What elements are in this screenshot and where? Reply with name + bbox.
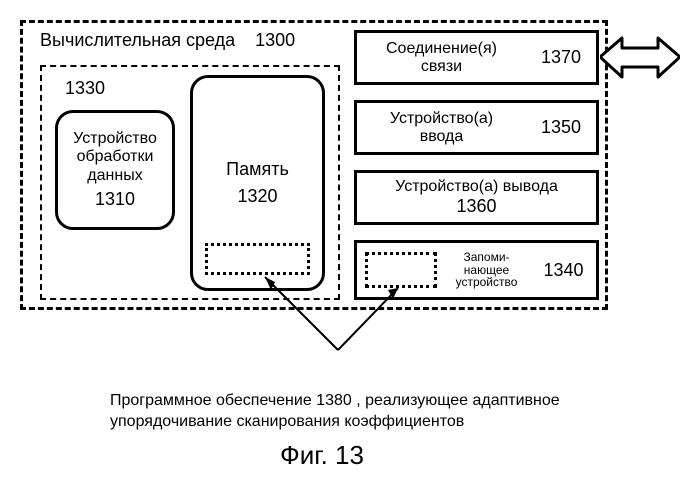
core-group-num: 1330: [65, 78, 105, 99]
input-num-text: 1350: [541, 117, 581, 137]
figure-caption: Фиг. 13: [280, 440, 364, 471]
input-device-box: Устройство(а) ввода 1350: [354, 100, 599, 155]
storage-software-slot: [365, 252, 437, 288]
connection-label: Соединение(я) связи: [357, 40, 526, 75]
software-caption: Программное обеспечение 1380 , реализующ…: [110, 370, 560, 432]
processing-unit-label: Устройство обработки данных: [73, 130, 157, 185]
processing-unit-label-text: Устройство обработки данных: [73, 130, 157, 184]
output-num: 1360: [456, 196, 496, 217]
input-num: 1350: [526, 117, 596, 138]
memory-num-text: 1320: [237, 186, 277, 206]
output-device-box: Устройство(а) вывода 1360: [354, 170, 599, 225]
output-label-text: Устройство(а) вывода: [395, 178, 558, 195]
output-num-text: 1360: [456, 196, 496, 216]
connection-box: Соединение(я) связи 1370: [354, 30, 599, 85]
connection-label-text: Соединение(я) связи: [386, 40, 497, 75]
figure-caption-text: Фиг. 13: [280, 440, 364, 470]
storage-num: 1340: [531, 260, 596, 281]
memory-num: 1320: [237, 186, 277, 207]
processing-unit-box: Устройство обработки данных 1310: [55, 110, 175, 230]
env-title: Вычислительная среда 1300: [40, 30, 295, 51]
env-title-num: 1300: [255, 30, 295, 50]
storage-label: Запоми- нающее устройство: [442, 251, 531, 289]
input-label-text: Устройство(а) ввода: [390, 110, 493, 145]
memory-label-text: Память: [226, 159, 289, 179]
diagram-canvas: Вычислительная среда 1300 1330 Устройств…: [0, 0, 688, 500]
memory-software-slot: [205, 243, 310, 275]
connection-num: 1370: [526, 47, 596, 68]
memory-label: Память: [226, 159, 289, 180]
processing-unit-num-text: 1310: [95, 189, 135, 209]
input-label: Устройство(а) ввода: [357, 110, 526, 145]
env-title-text: Вычислительная среда: [40, 30, 235, 50]
storage-num-text: 1340: [543, 260, 583, 280]
bidirectional-arrow-icon: [600, 30, 680, 85]
processing-unit-num: 1310: [95, 189, 135, 210]
core-group-num-text: 1330: [65, 78, 105, 98]
software-caption-text: Программное обеспечение 1380 , реализующ…: [110, 392, 560, 430]
storage-label-text: Запоми- нающее устройство: [456, 250, 518, 289]
output-label: Устройство(а) вывода: [395, 178, 558, 196]
connection-num-text: 1370: [541, 47, 581, 67]
